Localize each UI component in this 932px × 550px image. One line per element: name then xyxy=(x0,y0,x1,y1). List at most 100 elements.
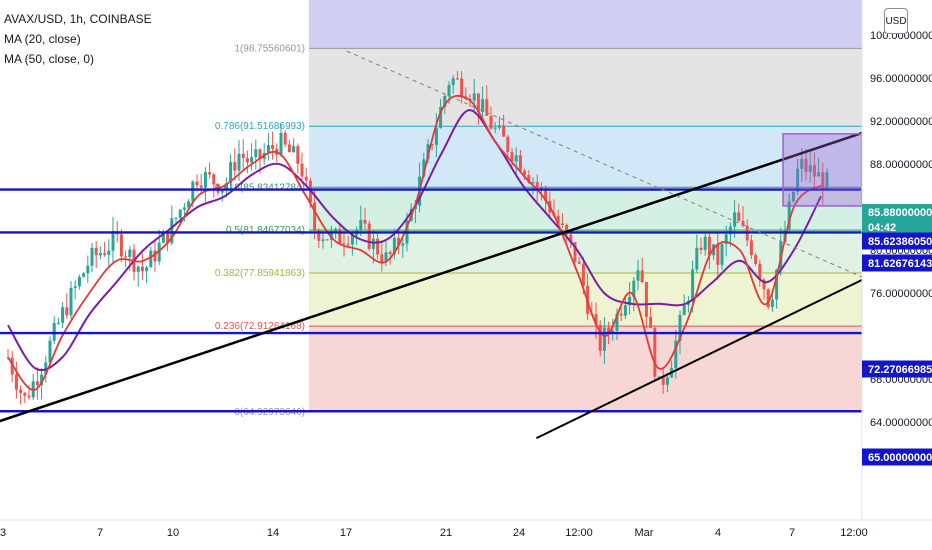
candle xyxy=(367,220,371,251)
candle-body xyxy=(531,182,535,184)
candle-body xyxy=(775,269,779,300)
candle-body xyxy=(611,330,615,333)
candle-body xyxy=(653,327,657,377)
trend-line[interactable] xyxy=(0,83,932,427)
candle-body xyxy=(128,249,132,257)
x-tick-label: 14 xyxy=(267,527,279,539)
x-tick-label: 10 xyxy=(167,527,179,539)
candle-body xyxy=(388,252,392,254)
consolidation-box[interactable] xyxy=(782,133,863,207)
candle xyxy=(518,149,522,172)
candle-body xyxy=(317,230,321,241)
candle xyxy=(657,376,661,378)
candle xyxy=(111,216,115,264)
candle-body xyxy=(191,181,195,202)
candle-body xyxy=(149,250,153,268)
candle xyxy=(741,206,745,228)
candle xyxy=(812,152,816,188)
candle xyxy=(14,361,18,399)
fib-label: 0.382(77.85941863) xyxy=(215,268,305,279)
candle-body xyxy=(821,172,825,191)
candle xyxy=(376,233,380,260)
fib-zone xyxy=(309,187,862,231)
consolidation-rectangle[interactable] xyxy=(782,133,863,207)
y-tick-label: 96.00000000 xyxy=(870,73,932,85)
time-axis-bg xyxy=(0,520,932,550)
ma20-line xyxy=(7,94,822,391)
candle xyxy=(250,143,254,171)
candle xyxy=(10,351,14,383)
candle-body xyxy=(208,172,212,175)
candle xyxy=(598,320,602,357)
candle-body xyxy=(380,254,384,263)
candle-body xyxy=(90,247,94,266)
ma20-legend[interactable]: MA (20, close) xyxy=(4,32,81,46)
candle-body xyxy=(304,176,308,181)
candle xyxy=(287,139,291,153)
candle-body xyxy=(577,261,581,264)
candle xyxy=(636,259,640,291)
candle-body xyxy=(23,392,27,396)
fib-levels: 1(98.75560601) 0.786(91.51686993) 0.618(85… xyxy=(215,43,862,418)
candle xyxy=(266,133,270,161)
x-tick-label: 7 xyxy=(97,527,103,539)
candle-body xyxy=(182,207,186,210)
fib-label: 1(98.75560601) xyxy=(234,43,305,54)
horizontal-levels[interactable] xyxy=(0,188,862,413)
candle-body xyxy=(644,282,648,317)
candle-body xyxy=(800,158,804,169)
candle xyxy=(296,143,300,174)
price-label-text: 85.88000000 xyxy=(868,207,932,219)
candle-body xyxy=(229,162,233,184)
time-axis[interactable]: 3 7 10 14 17 21 24 12:00 Mar 4 7 12:00 xyxy=(0,519,932,550)
candle xyxy=(623,297,627,320)
candle-body xyxy=(203,172,207,188)
price-labels: 85.88000000 04:42 85.62386050 81.62676143 72… xyxy=(862,204,932,466)
candle xyxy=(502,114,506,137)
candle xyxy=(476,93,480,125)
candle xyxy=(707,232,711,270)
candle-body xyxy=(460,78,464,97)
ma50-legend[interactable]: MA (50, close, 0) xyxy=(4,52,95,66)
candle xyxy=(737,203,741,222)
candle-body xyxy=(56,322,60,324)
moving-averages xyxy=(7,94,822,391)
candle xyxy=(69,280,73,319)
candle xyxy=(451,75,455,94)
candle-body xyxy=(678,314,682,341)
candle-body xyxy=(502,125,506,137)
candle xyxy=(699,237,703,255)
candle xyxy=(65,293,69,319)
price-label-bg xyxy=(862,232,932,250)
candle-body xyxy=(707,236,711,256)
price-label-countdown: 04:42 xyxy=(868,222,896,234)
candle xyxy=(695,234,699,273)
candle-body xyxy=(241,153,245,159)
candle xyxy=(157,229,161,265)
price-label: 85.88000000 04:42 xyxy=(862,204,932,236)
candle-body xyxy=(233,162,237,171)
x-tick-label: 7 xyxy=(789,527,795,539)
candle xyxy=(619,306,623,322)
price-axis[interactable]: 100.0000000096.0000000092.0000000088.000… xyxy=(861,0,932,550)
fib-label: 0.786(91.51686993) xyxy=(215,121,305,132)
candle-body xyxy=(86,265,90,274)
candle-body xyxy=(434,127,438,145)
trend-line[interactable] xyxy=(536,175,932,440)
candle-body xyxy=(220,189,224,193)
chart-legend: AVAX/USD, 1h, COINBASE MA (20, close) MA… xyxy=(4,9,152,69)
candle xyxy=(535,174,539,202)
currency-button[interactable]: USD xyxy=(884,8,908,34)
candle xyxy=(212,173,216,198)
trend-lines[interactable] xyxy=(0,50,932,440)
candle-body xyxy=(560,223,564,225)
candle xyxy=(31,374,35,401)
candle-body xyxy=(787,201,791,231)
candle xyxy=(245,150,249,174)
candle xyxy=(119,229,123,262)
candle-body xyxy=(237,153,241,171)
symbol-title[interactable]: AVAX/USD, 1h, COINBASE xyxy=(4,12,152,26)
fib-label: 0.236(72.91264168) xyxy=(215,321,305,332)
x-tick-label: 12:00 xyxy=(840,527,868,539)
